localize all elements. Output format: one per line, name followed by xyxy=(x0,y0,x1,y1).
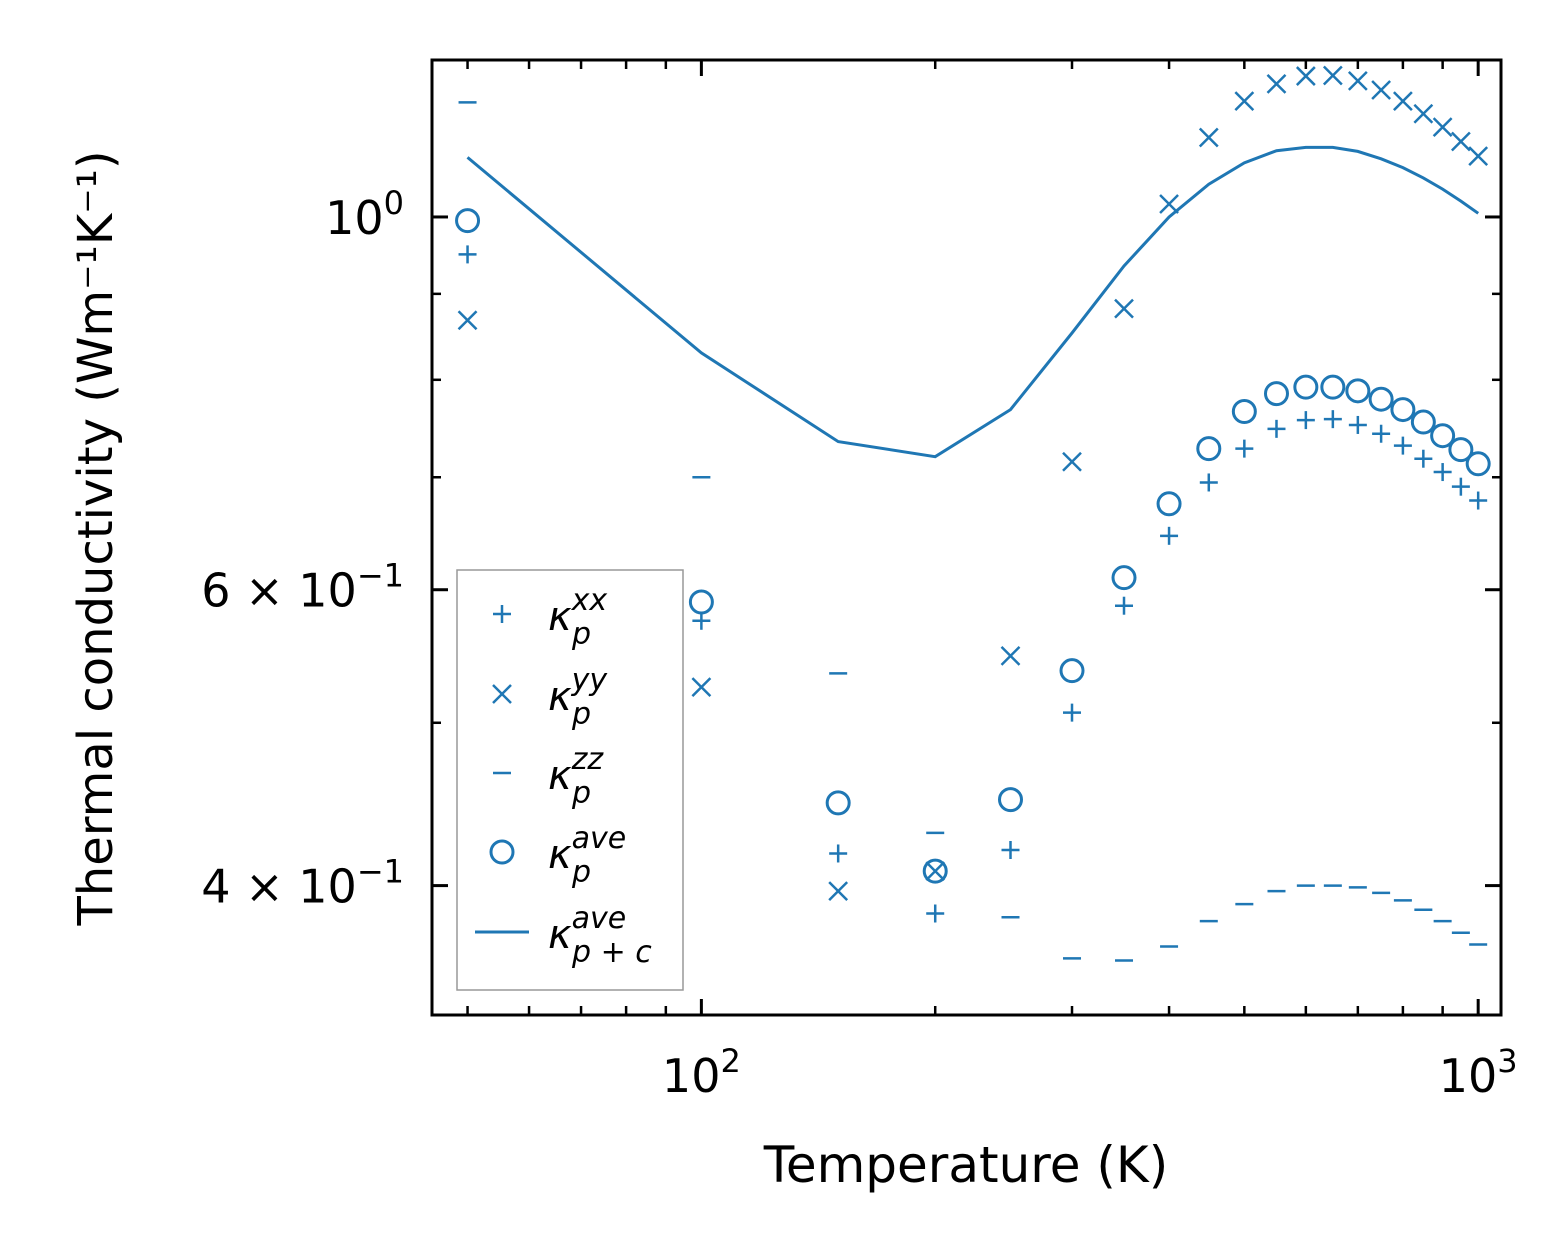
data-point-plus xyxy=(692,611,711,630)
data-point-x xyxy=(1450,131,1471,152)
legend-label: κave p xyxy=(548,821,626,890)
data-point-plus xyxy=(1063,703,1082,722)
data-point-x xyxy=(1393,91,1413,112)
legend-label: κzz p xyxy=(548,742,604,811)
data-point-plus xyxy=(458,245,477,264)
data-point-plus xyxy=(1115,596,1134,615)
data-point-circle xyxy=(1196,436,1222,462)
legend: κxx p κyy p κzz p κave p κave p + c xyxy=(456,569,684,991)
data-point-x xyxy=(828,881,849,901)
legend-frame xyxy=(456,569,684,991)
series-circle xyxy=(455,208,1491,884)
legend-marker-plus xyxy=(493,605,511,623)
data-point-plus xyxy=(1393,436,1412,455)
data-point-x xyxy=(1198,127,1219,148)
data-point-circle xyxy=(997,787,1023,813)
data-point-x xyxy=(1000,645,1021,666)
data-point-circle xyxy=(1345,378,1371,404)
x-axis-label: Temperature (K) xyxy=(763,1136,1168,1194)
data-point-x xyxy=(1322,65,1343,86)
plot-area xyxy=(430,58,1503,1017)
data-point-circle xyxy=(1410,409,1436,435)
data-point-circle xyxy=(1368,386,1394,412)
data-point-circle xyxy=(1430,423,1456,449)
data-point-x xyxy=(1432,117,1453,138)
data-point-circle xyxy=(1390,397,1416,423)
data-point-circle xyxy=(1111,565,1137,591)
data-point-circle xyxy=(1465,451,1491,477)
axes-frame xyxy=(430,58,1503,1017)
legend-entries: κxx p κyy p κzz p κave p κave p + c xyxy=(475,583,652,970)
y-tick-label: 4 × 10−1 xyxy=(201,853,404,914)
data-point-x xyxy=(1114,298,1134,319)
series-hline xyxy=(458,101,1488,962)
y-axis-label: Thermal conductivity (Wm⁻¹K⁻¹) xyxy=(68,150,124,926)
series-line xyxy=(466,145,1480,459)
data-point-x xyxy=(1062,451,1082,472)
data-point-circle xyxy=(1293,374,1319,400)
data-point-plus xyxy=(1160,526,1179,545)
data-point-x xyxy=(1347,71,1368,91)
data-point-plus xyxy=(829,844,848,863)
data-point-plus xyxy=(1323,410,1342,429)
data-point-plus xyxy=(1296,411,1315,430)
data-point-circle xyxy=(1156,491,1182,517)
series-plus xyxy=(458,245,1488,923)
data-point-x xyxy=(1371,80,1392,100)
y-tick-label: 100 xyxy=(325,184,404,245)
data-point-x xyxy=(1234,91,1255,112)
x-tick-label: 103 xyxy=(1439,1042,1518,1103)
data-point-x xyxy=(1295,66,1316,86)
data-point-circle xyxy=(922,858,948,884)
tick-marks xyxy=(432,60,1501,1015)
data-point-plus xyxy=(1469,491,1488,510)
data-point-plus xyxy=(1001,840,1020,859)
data-point-x xyxy=(925,861,946,882)
legend-marker-x xyxy=(492,684,512,704)
data-point-circle xyxy=(1231,398,1257,424)
data-point-plus xyxy=(1414,449,1433,468)
data-point-circle xyxy=(1448,437,1474,463)
legend-marker-circle xyxy=(489,839,515,865)
data-series xyxy=(455,65,1491,962)
legend-label: κyy p xyxy=(548,663,608,732)
data-point-plus xyxy=(1372,424,1391,443)
data-point-plus xyxy=(1348,415,1367,434)
data-point-circle xyxy=(1059,658,1085,684)
data-point-plus xyxy=(1267,419,1286,438)
data-point-circle xyxy=(455,208,481,234)
data-point-plus xyxy=(1199,473,1218,492)
data-point-x xyxy=(457,310,478,331)
data-point-circle xyxy=(688,589,714,615)
legend-label: κxx p xyxy=(548,583,607,652)
data-point-circle xyxy=(825,790,851,816)
data-point-x xyxy=(1413,103,1434,124)
data-point-plus xyxy=(1433,463,1452,482)
data-point-circle xyxy=(1263,381,1289,407)
tick-labels: 102 103 100 6 × 10−1 4 × 10−1 xyxy=(201,184,1517,1103)
data-point-circle xyxy=(1320,374,1346,400)
y-tick-label: 6 × 10−1 xyxy=(201,557,404,618)
legend-label: κave p + c xyxy=(548,901,652,970)
data-point-plus xyxy=(1235,439,1254,458)
data-point-plus xyxy=(1451,477,1470,496)
x-tick-label: 102 xyxy=(662,1042,741,1103)
data-point-x xyxy=(1468,146,1489,166)
data-point-x xyxy=(1159,194,1179,214)
data-point-x xyxy=(691,677,712,698)
data-point-x xyxy=(1266,74,1287,94)
series-line-kappa-p-plus-c-ave xyxy=(466,145,1480,459)
series-x xyxy=(457,65,1489,901)
data-point-plus xyxy=(926,904,945,923)
